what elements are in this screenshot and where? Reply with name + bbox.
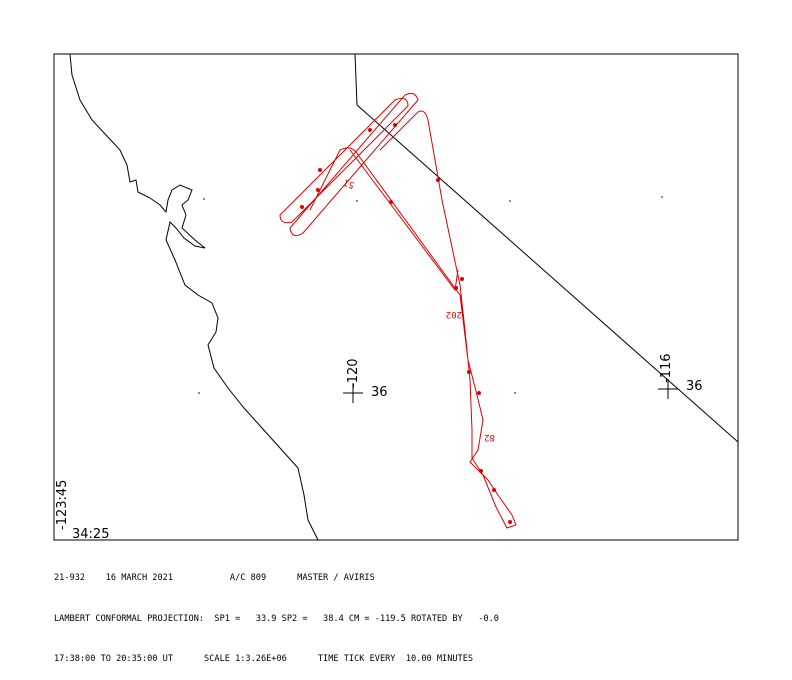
- lon-label: -120: [346, 358, 361, 388]
- footer-line: LAMBERT CONFORMAL PROJECTION: SP1 = 33.9…: [54, 613, 499, 624]
- footer-line: 17:38:00 TO 20:35:00 UT SCALE 1:3.26E+06…: [54, 654, 474, 664]
- state-border: [354, 53, 739, 443]
- lon-label: -116: [659, 353, 674, 383]
- lat-label: 34:25: [72, 527, 109, 542]
- track-label: 82: [484, 432, 495, 442]
- lon-label: -123:45: [55, 480, 70, 530]
- grid-dots: [198, 196, 663, 394]
- graticule-crosses: [343, 379, 678, 403]
- map: -120 36 -116 36 -123:45 34:25 51 202 82: [53, 53, 739, 542]
- lat-label: 36: [686, 379, 703, 394]
- lat-label: 36: [371, 385, 388, 400]
- time-ticks: [300, 123, 512, 524]
- footer: 21-932 16 MARCH 2021 A/C 809 MASTER / AV…: [54, 545, 499, 680]
- page: {"map": {"labels": {"lon_center": "-120"…: [53, 53, 739, 664]
- coastline: [69, 53, 319, 541]
- flight-track: [279, 92, 517, 529]
- track-label: 51: [342, 176, 356, 189]
- track-label: 202: [446, 309, 462, 319]
- map-frame: [53, 53, 739, 541]
- footer-line: 21-932 16 MARCH 2021 A/C 809 MASTER / AV…: [54, 573, 375, 583]
